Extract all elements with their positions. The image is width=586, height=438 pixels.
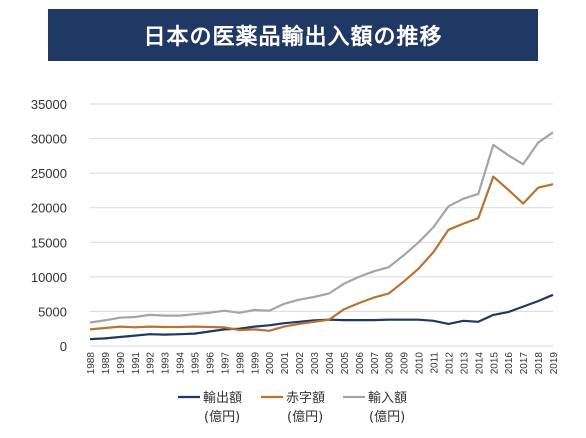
x-tick-label: 1991 bbox=[131, 352, 142, 375]
x-tick-label: 2009 bbox=[400, 352, 411, 375]
y-axis-ticks: 0 5000 10000 15000 20000 25000 30000 35000 bbox=[31, 97, 67, 354]
grid-lines bbox=[90, 103, 553, 347]
y-tick-label: 15000 bbox=[31, 235, 67, 250]
series-line-0 bbox=[89, 293, 554, 341]
x-axis-ticks: 1988 1989 1990 1991 1992 1993 1994 1995 1996 1997… bbox=[86, 352, 560, 375]
x-tick-label: 2006 bbox=[355, 352, 366, 375]
y-tick-label: 25000 bbox=[31, 166, 67, 181]
x-tick-label: 2008 bbox=[385, 352, 396, 375]
x-tick-label: 1997 bbox=[220, 352, 231, 375]
legend-unit: (億円) bbox=[287, 409, 323, 425]
x-tick-label: 2016 bbox=[504, 352, 515, 375]
legend-unit: (億円) bbox=[204, 409, 240, 425]
legend-label: 輸出額 bbox=[203, 391, 242, 406]
legend-label: 輸入額 bbox=[368, 391, 407, 406]
x-tick-label: 2003 bbox=[310, 352, 321, 375]
series-lines bbox=[89, 131, 554, 341]
x-tick-label: 2015 bbox=[489, 352, 500, 375]
y-tick-label: 35000 bbox=[31, 97, 67, 112]
x-tick-label: 2001 bbox=[280, 352, 291, 375]
x-tick-label: 1995 bbox=[191, 352, 202, 375]
series-line-1 bbox=[89, 175, 554, 332]
x-tick-label: 2018 bbox=[534, 352, 545, 375]
y-tick-label: 0 bbox=[60, 339, 67, 354]
y-tick-label: 30000 bbox=[31, 132, 67, 147]
x-tick-label: 1992 bbox=[146, 352, 157, 375]
legend: 輸出額 (億円) 赤字額 (億円) 輸入額 (億円) bbox=[178, 391, 407, 425]
legend-label: 赤字額 bbox=[286, 391, 325, 406]
x-tick-label: 1990 bbox=[116, 352, 127, 375]
x-tick-label: 2005 bbox=[340, 352, 351, 375]
x-tick-label: 2004 bbox=[325, 352, 336, 375]
x-tick-label: 2012 bbox=[444, 352, 455, 375]
series-line-2 bbox=[89, 131, 554, 324]
legend-unit: (億円) bbox=[369, 409, 405, 425]
x-tick-label: 2002 bbox=[295, 352, 306, 375]
x-tick-label: 1993 bbox=[161, 352, 172, 375]
x-tick-label: 1989 bbox=[101, 352, 112, 375]
x-tick-label: 2019 bbox=[549, 352, 560, 375]
chart-title-banner: 日本の医薬品輸出入額の推移 bbox=[48, 9, 538, 61]
x-tick-label: 1988 bbox=[86, 352, 97, 375]
y-tick-label: 10000 bbox=[31, 270, 67, 285]
x-tick-label: 2000 bbox=[265, 352, 276, 375]
x-tick-label: 1996 bbox=[205, 352, 216, 375]
x-tick-label: 2014 bbox=[474, 352, 485, 375]
x-tick-label: 2007 bbox=[370, 352, 381, 375]
x-tick-label: 1999 bbox=[250, 352, 261, 375]
x-tick-label: 1998 bbox=[235, 352, 246, 375]
y-tick-label: 5000 bbox=[38, 304, 67, 319]
x-tick-label: 2013 bbox=[459, 352, 470, 375]
x-tick-label: 2011 bbox=[430, 352, 441, 374]
y-tick-label: 20000 bbox=[31, 201, 67, 216]
chart-title: 日本の医薬品輸出入額の推移 bbox=[143, 25, 443, 50]
x-tick-label: 1994 bbox=[176, 352, 187, 375]
x-tick-label: 2010 bbox=[415, 352, 426, 375]
x-tick-label: 2017 bbox=[519, 352, 530, 375]
